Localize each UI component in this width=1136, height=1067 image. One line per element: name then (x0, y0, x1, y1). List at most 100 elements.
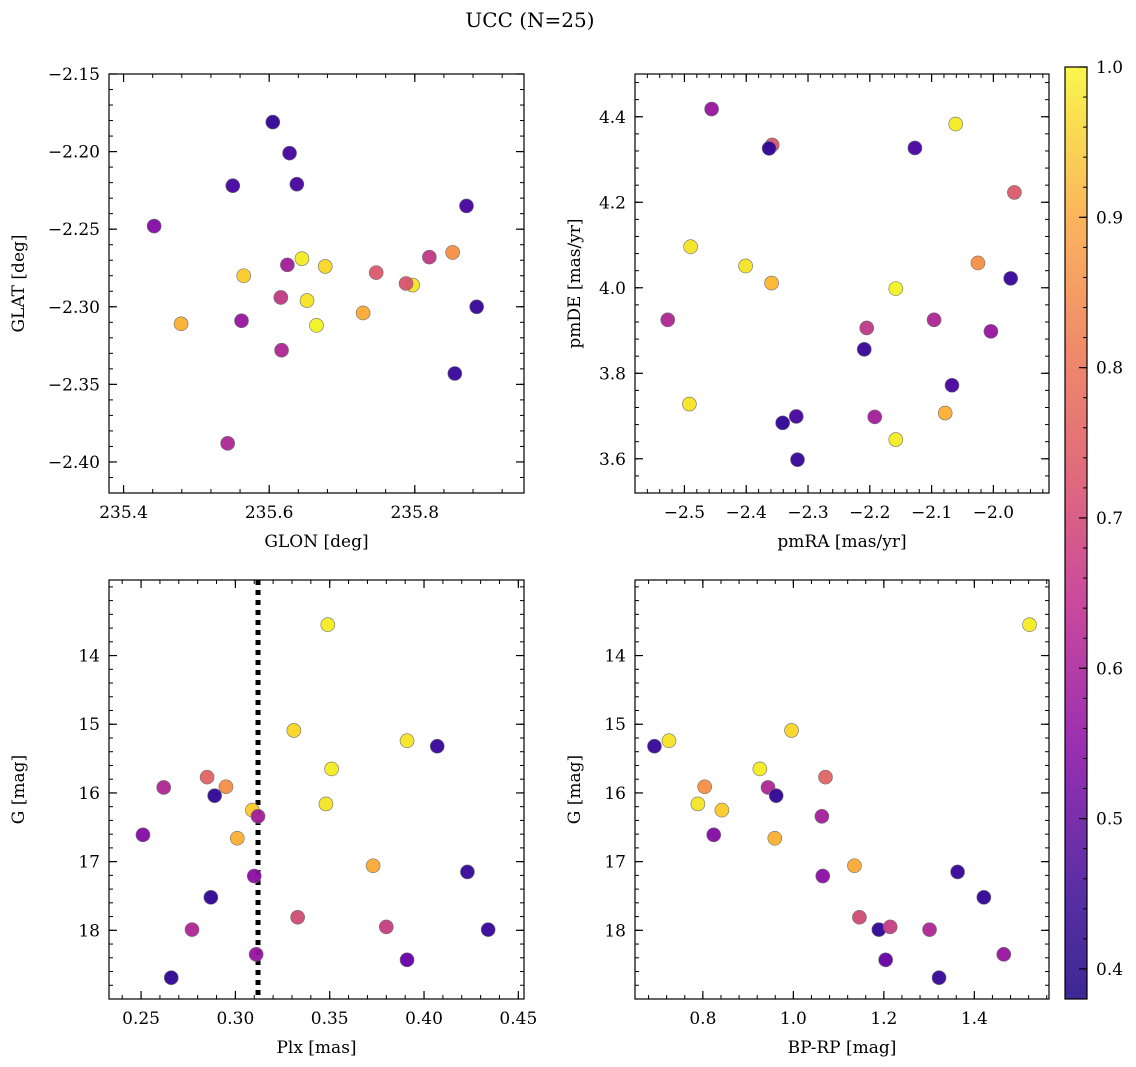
colorbar-tick-label: 0.8 (1096, 359, 1123, 379)
data-point (996, 947, 1012, 962)
data-point (398, 276, 414, 291)
data-point (248, 947, 264, 962)
x-tick-label: −2.1 (911, 503, 952, 523)
x-tick-label: 1.4 (961, 1009, 988, 1029)
data-point (286, 723, 302, 738)
y-tick-label: 14 (78, 647, 100, 667)
data-point (290, 909, 305, 925)
data-point (814, 808, 830, 824)
y-tick-label: 18 (604, 921, 626, 941)
panel-plx-g: 0.25 0.30 0.35 0.40 0.45 14 15 16 17 18 Plx [mas] G… (9, 579, 537, 1058)
y-tick-label: −2.20 (48, 143, 100, 163)
y-tick-label: 3.6 (599, 450, 626, 470)
data-point (324, 761, 339, 777)
x-tick-label: 0.8 (689, 1009, 716, 1029)
data-point (888, 432, 904, 447)
data-point (878, 952, 893, 968)
data-point (399, 952, 415, 968)
data-point (950, 864, 965, 880)
data-point (469, 299, 484, 315)
panel-glon-glat: 235.4 235.6 235.8 −2.40 −2.35 −2.30 −2.25 −2.20… (9, 65, 525, 552)
colorbar-tick-label: 0.6 (1096, 659, 1123, 679)
colorbar: 0.4 0.5 0.6 0.7 0.8 0.9 1.0 (1064, 58, 1123, 1000)
data-point (225, 178, 241, 194)
y-tick-label: −2.35 (48, 375, 100, 395)
y-tick-label: 17 (78, 853, 100, 873)
data-point (294, 251, 310, 266)
x-tick-label: −2.0 (973, 503, 1014, 523)
x-tick-label: −2.4 (726, 503, 767, 523)
x-tick-label: −2.2 (849, 503, 890, 523)
data-point (317, 259, 333, 274)
data-point (790, 452, 805, 467)
data-point (970, 255, 986, 271)
x-axis-label: GLON [deg] (264, 532, 368, 552)
y-tick-label: 15 (604, 715, 626, 735)
y-axis-label: pmDE [mas/yr] (565, 218, 585, 348)
data-point (948, 116, 963, 132)
axes-frame (108, 579, 525, 1000)
data-point (764, 275, 779, 291)
colorbar-tick-label: 0.5 (1096, 810, 1123, 830)
y-tick-label: −2.40 (48, 453, 100, 473)
colorbar-tick-label: 0.7 (1096, 509, 1123, 529)
x-tick-label: 0.45 (499, 1009, 537, 1029)
data-point (976, 890, 992, 905)
data-point (320, 617, 336, 632)
colorbar-tick-label: 0.9 (1096, 208, 1123, 228)
data-point (220, 436, 235, 451)
x-tick-label: −2.3 (787, 503, 828, 523)
data-point (378, 919, 394, 935)
data-point (289, 176, 305, 192)
data-point (690, 796, 706, 812)
data-point (429, 738, 445, 754)
data-point (1022, 617, 1037, 632)
y-tick-label: 18 (78, 921, 100, 941)
data-point (859, 320, 875, 336)
data-point (246, 868, 262, 884)
data-point (146, 218, 162, 234)
data-point (135, 827, 151, 843)
data-point (706, 827, 722, 843)
data-point (697, 779, 712, 795)
data-point (882, 919, 898, 935)
data-point (445, 245, 460, 260)
data-point (173, 316, 189, 332)
data-point (768, 788, 784, 803)
data-point (888, 281, 904, 296)
data-point (282, 145, 297, 161)
colorbar-tick-label: 1.0 (1096, 58, 1123, 78)
x-tick-label: −2.5 (664, 503, 705, 523)
data-point (767, 830, 783, 846)
data-point (480, 922, 496, 937)
y-axis-label: G [mag] (9, 755, 29, 824)
x-tick-label: 1.0 (780, 1009, 807, 1029)
data-point (309, 318, 324, 333)
data-point (761, 141, 777, 156)
y-tick-label: 16 (604, 784, 626, 804)
data-point (738, 258, 753, 274)
x-tick-label: 235.6 (245, 503, 294, 523)
data-point (318, 796, 334, 812)
data-point (752, 761, 768, 777)
data-point (422, 249, 437, 265)
y-tick-label: 15 (78, 715, 100, 735)
data-point (852, 909, 867, 925)
y-tick-label: 4.2 (599, 193, 626, 213)
data-point (944, 377, 960, 393)
data-point (682, 396, 697, 412)
data-point (867, 409, 883, 425)
x-tick-label: 235.4 (99, 503, 148, 523)
data-point (1007, 185, 1022, 200)
data-point (365, 858, 381, 874)
y-tick-label: 4.4 (599, 108, 626, 128)
y-tick-label: −2.25 (48, 220, 100, 240)
data-point (926, 312, 942, 328)
data-point (683, 239, 698, 255)
x-axis-label: pmRA [mas/yr] (777, 532, 906, 552)
data-point (229, 830, 245, 846)
axes-frame (634, 579, 1050, 1000)
x-axis-label: Plx [mas] (276, 1038, 356, 1058)
panel-bprp-g: 0.8 1.0 1.2 1.4 14 15 16 17 18 BP-RP [mag] G [mag] (565, 579, 1050, 1058)
panel-pmra-pmde: −2.5 −2.4 −2.3 −2.2 −2.1 −2.0 3.6 3.8 4.0 4.2 4.4 p… (565, 73, 1050, 552)
